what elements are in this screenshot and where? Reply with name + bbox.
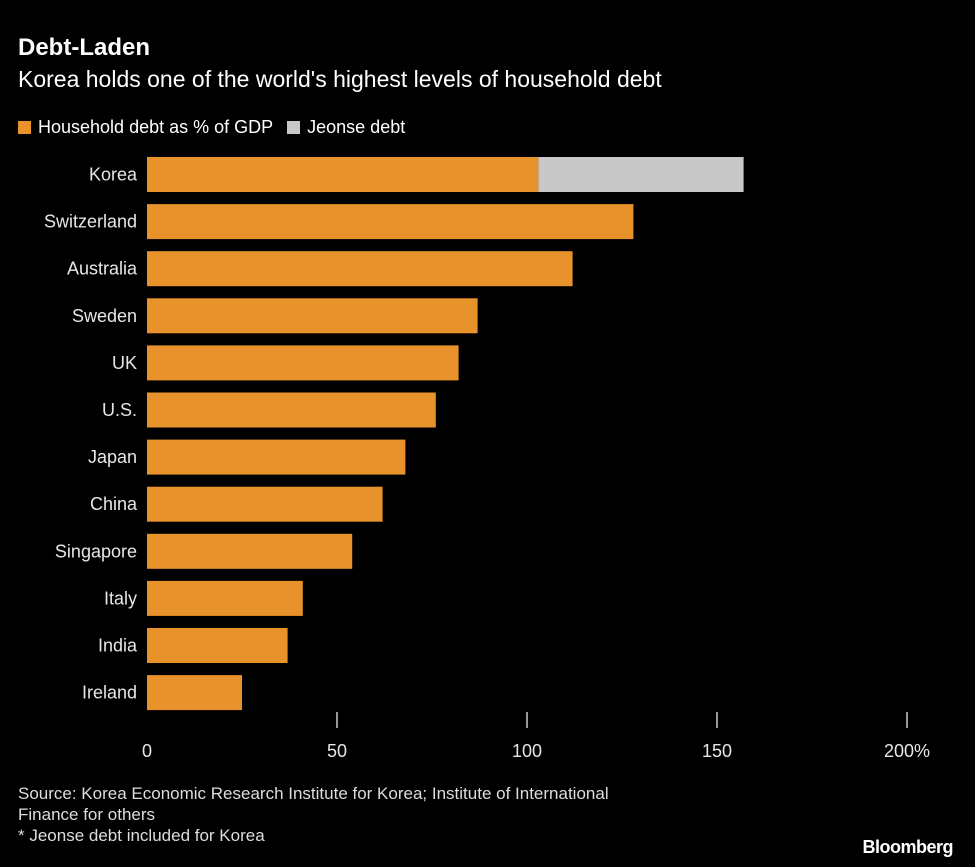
x-tick-label: 0 <box>142 741 152 761</box>
category-label: India <box>98 636 138 656</box>
x-tick-label: 50 <box>327 741 347 761</box>
bar-household <box>147 157 539 192</box>
category-label: China <box>90 494 138 514</box>
category-label: Australia <box>67 259 138 279</box>
category-label: Ireland <box>82 683 137 703</box>
x-tick-label: 200% <box>884 741 930 761</box>
footnote: * Jeonse debt included for Korea <box>18 826 265 845</box>
chart-subtitle: Korea holds one of the world's highest l… <box>18 66 662 92</box>
bar-household <box>147 486 383 522</box>
category-label: Korea <box>89 165 138 185</box>
legend-label-jeonse: Jeonse debt <box>307 117 406 137</box>
bar-household <box>147 392 436 428</box>
bar-household <box>147 204 634 240</box>
bar-household <box>147 298 478 334</box>
legend: Household debt as % of GDP Jeonse debt <box>18 117 419 138</box>
category-label: Switzerland <box>44 212 137 232</box>
category-label: Italy <box>104 588 137 608</box>
source-line-2: Finance for others <box>18 805 156 824</box>
source-line-1: Source: Korea Economic Research Institut… <box>18 784 609 803</box>
source-note: Source: Korea Economic Research Institut… <box>18 783 609 846</box>
x-tick-label: 100 <box>512 741 542 761</box>
legend-swatch-household <box>18 121 31 134</box>
category-label: Japan <box>88 447 137 467</box>
bar-household <box>147 628 288 663</box>
category-label: U.S. <box>102 400 137 420</box>
bloomberg-logo: Bloomberg <box>862 837 953 857</box>
bar-household <box>147 439 406 475</box>
bar-household <box>147 251 573 287</box>
bar-household <box>147 533 353 569</box>
category-label: Singapore <box>55 541 137 561</box>
x-tick-label: 150 <box>702 741 732 761</box>
category-label: Sweden <box>72 306 137 326</box>
chart-title: Debt-Laden <box>18 34 150 61</box>
legend-swatch-jeonse <box>287 121 301 134</box>
bar-household <box>147 345 459 381</box>
category-label: UK <box>112 353 137 373</box>
bar-household <box>147 675 242 711</box>
bar-jeonse <box>538 157 744 192</box>
bar-household <box>147 580 303 616</box>
legend-label-household: Household debt as % of GDP <box>38 117 274 137</box>
